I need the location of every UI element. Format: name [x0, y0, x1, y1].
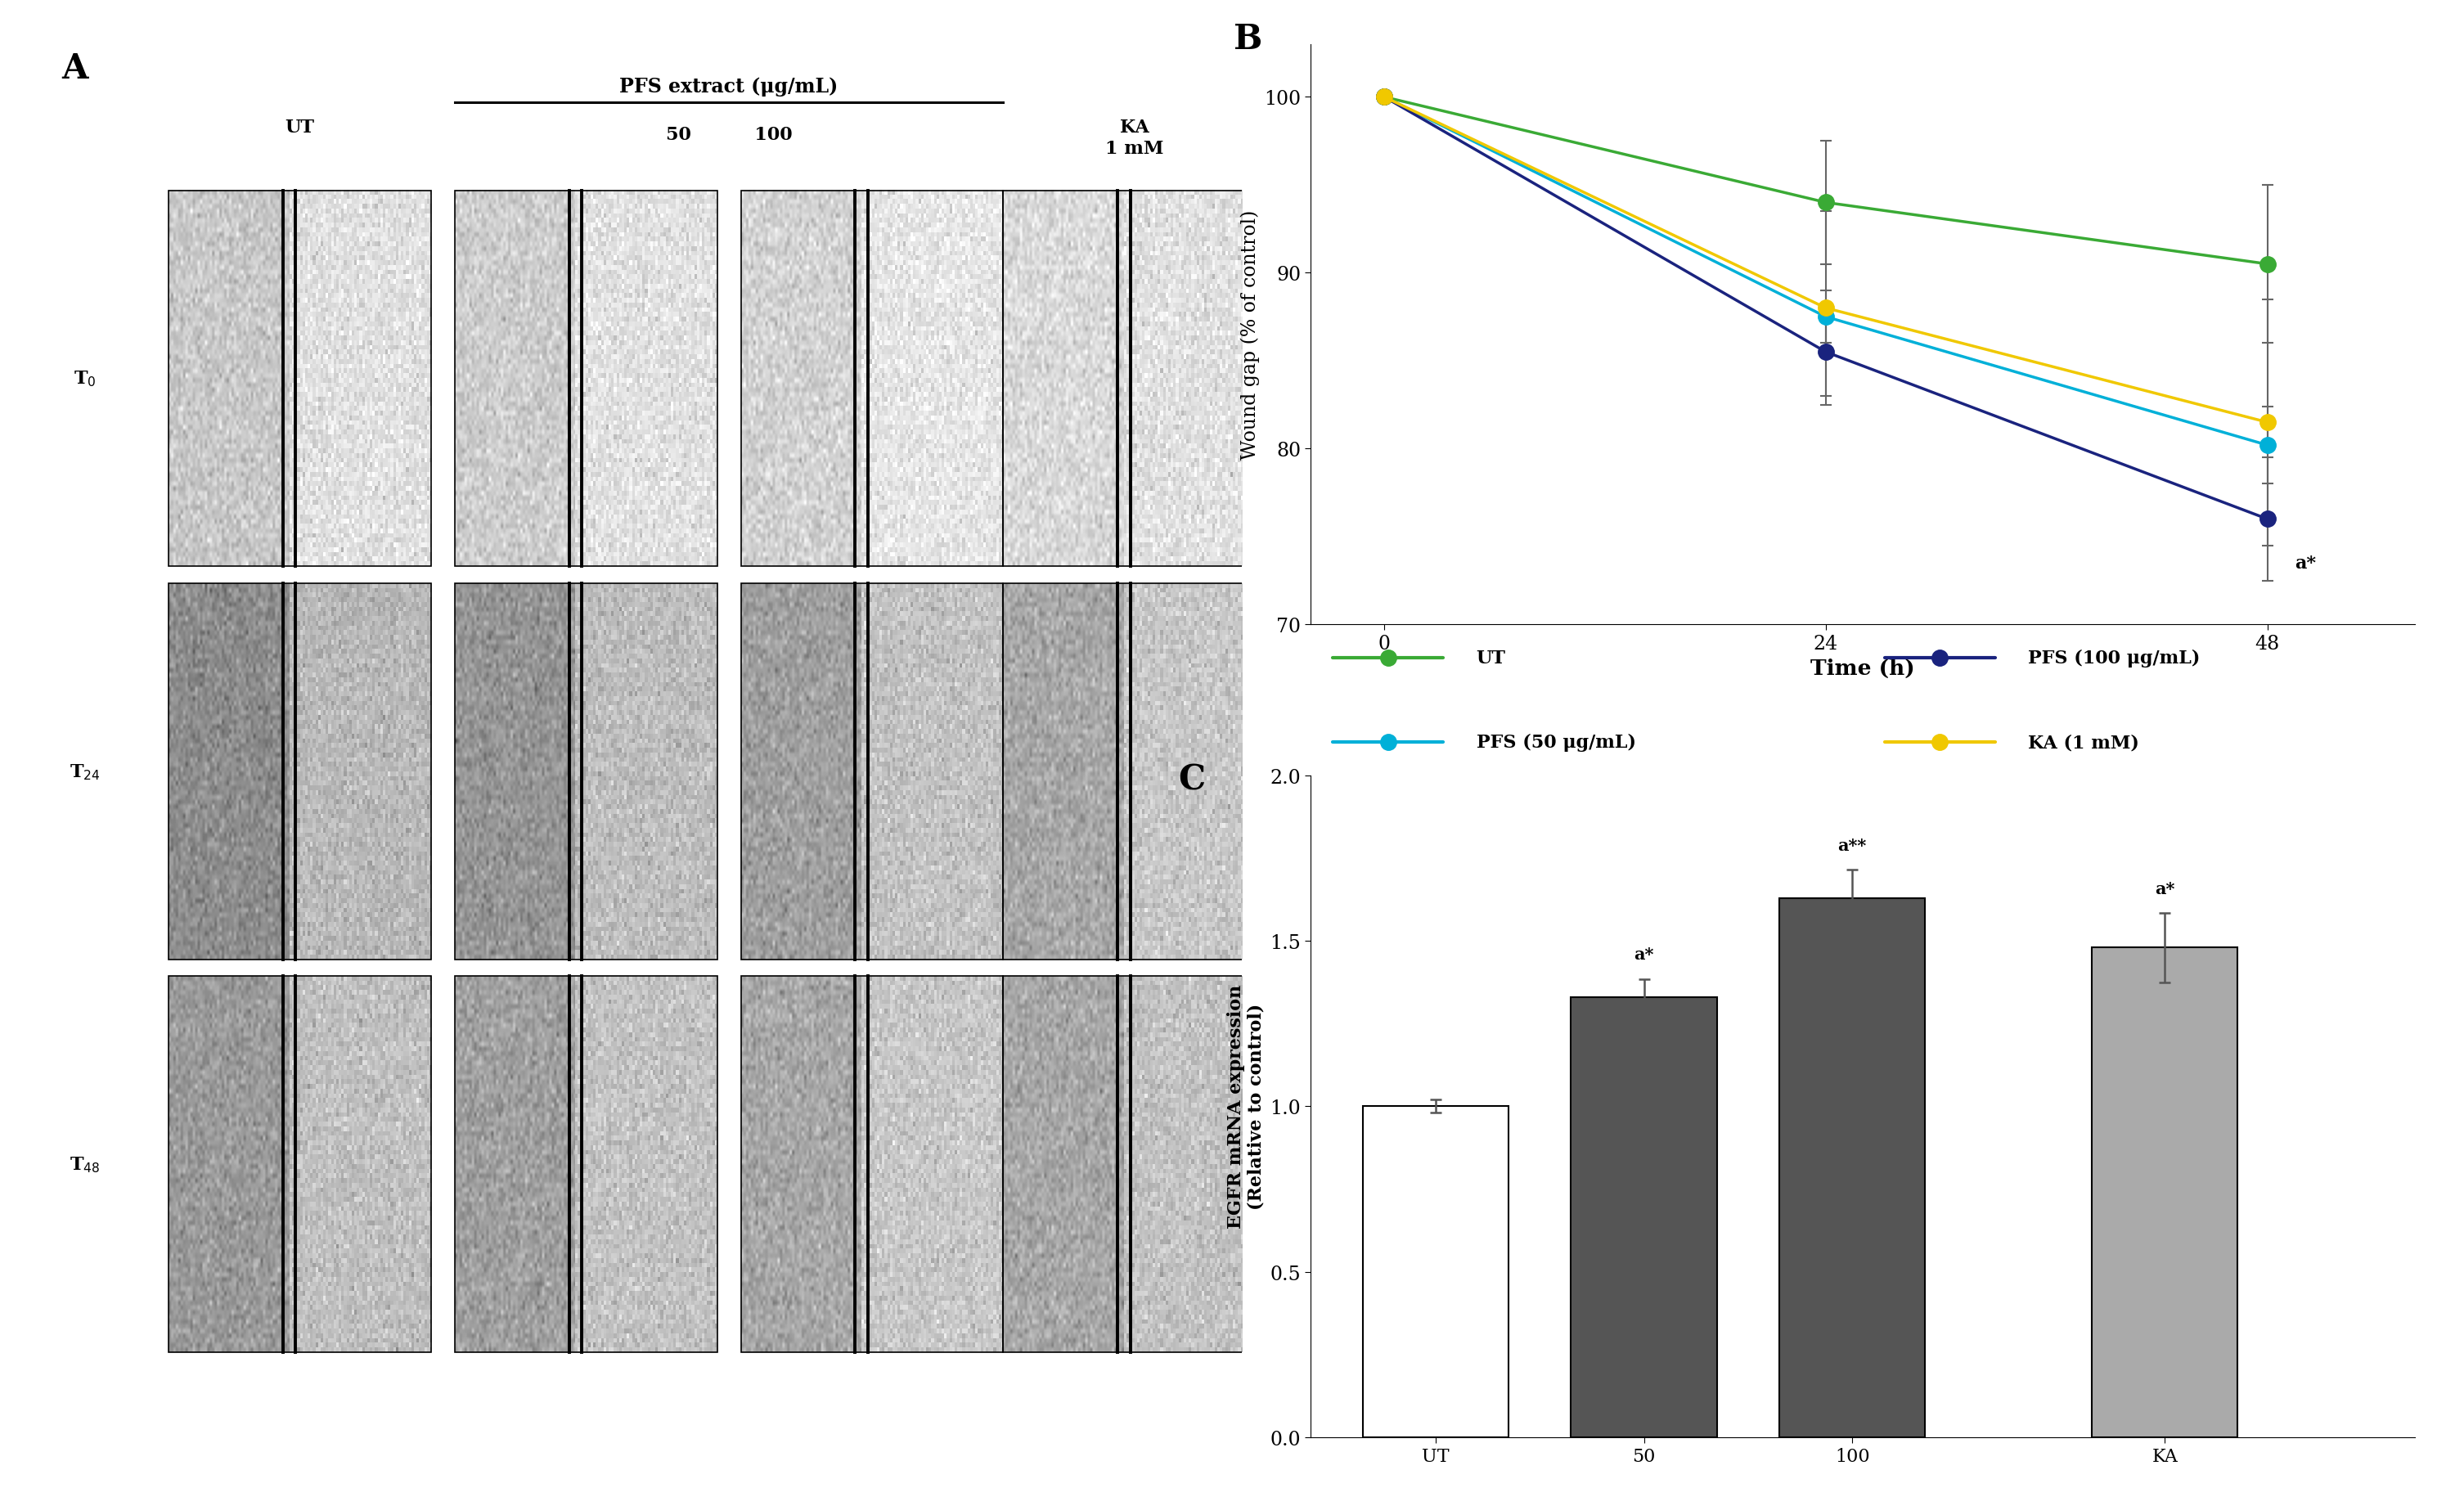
Bar — [168, 976, 431, 1352]
Text: T$_{48}$: T$_{48}$ — [69, 1154, 101, 1174]
Text: UT: UT — [1476, 650, 1506, 668]
Text: UT: UT — [286, 118, 315, 136]
Bar — [1003, 584, 1266, 960]
Bar — [2092, 948, 2237, 1437]
Text: PFS (100 μg/mL): PFS (100 μg/mL) — [2028, 650, 2200, 668]
Text: A: A — [62, 52, 89, 87]
Text: PFS extract (μg/mL): PFS extract (μg/mL) — [618, 76, 838, 96]
Text: C: C — [1178, 762, 1205, 796]
Y-axis label: Wound gap (% of control): Wound gap (% of control) — [1239, 210, 1259, 460]
X-axis label: Time (h): Time (h) — [1811, 659, 1915, 678]
Bar — [1003, 192, 1266, 567]
Bar — [742, 584, 1003, 960]
Y-axis label: EGFR mRNA expression
(Relative to control): EGFR mRNA expression (Relative to contro… — [1227, 985, 1266, 1229]
Bar — [168, 584, 431, 960]
Text: a*: a* — [1634, 946, 1653, 963]
Bar — [456, 584, 717, 960]
Bar — [1363, 1106, 1508, 1437]
Bar — [456, 192, 717, 567]
Bar — [168, 192, 431, 567]
Text: KA
1 mM: KA 1 mM — [1106, 118, 1163, 157]
Text: a**: a** — [1838, 837, 1868, 853]
Bar — [1572, 997, 1717, 1437]
Bar — [456, 976, 717, 1352]
Text: 50          100: 50 100 — [665, 126, 793, 144]
Bar — [742, 192, 1003, 567]
Text: a*: a* — [2154, 880, 2176, 897]
Text: a*: a* — [2294, 554, 2316, 572]
Bar — [1003, 976, 1266, 1352]
Bar — [1779, 898, 1924, 1437]
Text: PFS (50 μg/mL): PFS (50 μg/mL) — [1476, 734, 1636, 751]
Text: B: B — [1234, 22, 1262, 55]
Text: KA (1 mM): KA (1 mM) — [2028, 734, 2139, 751]
Text: T$_0$: T$_0$ — [74, 370, 96, 389]
Bar — [742, 976, 1003, 1352]
Text: T$_{24}$: T$_{24}$ — [69, 762, 101, 781]
